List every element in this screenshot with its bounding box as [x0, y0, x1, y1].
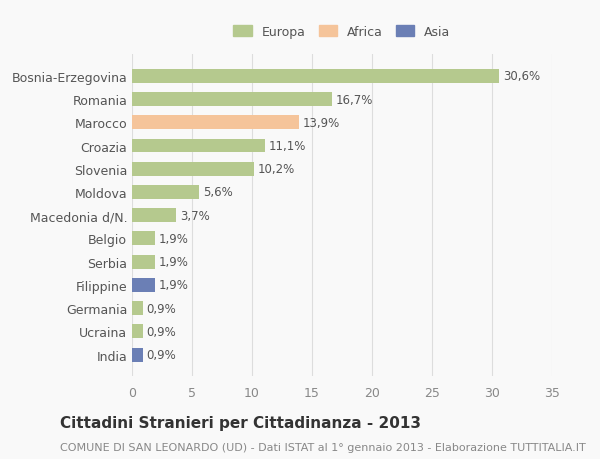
Text: Cittadini Stranieri per Cittadinanza - 2013: Cittadini Stranieri per Cittadinanza - 2…	[60, 415, 421, 430]
Bar	[132, 162, 254, 176]
Text: 5,6%: 5,6%	[203, 186, 233, 199]
Text: 16,7%: 16,7%	[336, 93, 373, 106]
Bar	[132, 302, 143, 315]
Text: 0,9%: 0,9%	[146, 348, 176, 361]
Bar	[132, 116, 299, 130]
Text: 10,2%: 10,2%	[258, 163, 295, 176]
Text: 0,9%: 0,9%	[146, 325, 176, 338]
Bar	[132, 255, 155, 269]
Bar	[132, 209, 176, 223]
Bar	[132, 70, 499, 84]
Bar	[132, 325, 143, 339]
Text: 11,1%: 11,1%	[269, 140, 306, 153]
Text: 30,6%: 30,6%	[503, 70, 540, 83]
Bar	[132, 185, 199, 200]
Text: 13,9%: 13,9%	[302, 117, 340, 129]
Text: 0,9%: 0,9%	[146, 302, 176, 315]
Bar	[132, 232, 155, 246]
Text: 1,9%: 1,9%	[158, 232, 188, 246]
Bar	[132, 139, 265, 153]
Bar	[132, 348, 143, 362]
Text: 1,9%: 1,9%	[158, 256, 188, 269]
Text: 3,7%: 3,7%	[180, 209, 210, 222]
Text: 1,9%: 1,9%	[158, 279, 188, 292]
Bar	[132, 278, 155, 292]
Bar	[132, 93, 332, 107]
Text: COMUNE DI SAN LEONARDO (UD) - Dati ISTAT al 1° gennaio 2013 - Elaborazione TUTTI: COMUNE DI SAN LEONARDO (UD) - Dati ISTAT…	[60, 442, 586, 452]
Legend: Europa, Africa, Asia: Europa, Africa, Asia	[227, 20, 457, 45]
